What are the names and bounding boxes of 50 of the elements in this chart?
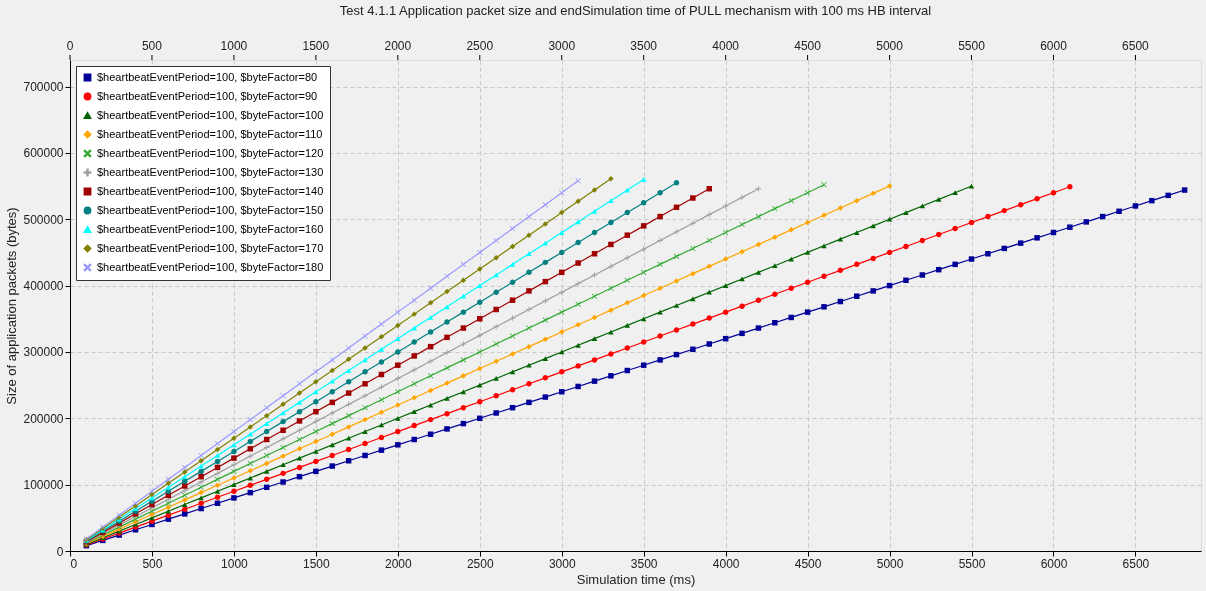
y-tick-label: 500000 (23, 212, 64, 227)
y-tick-label: 200000 (23, 411, 64, 426)
legend-label: $heartbeatEventPeriod=100, $byteFactor=90 (97, 89, 318, 102)
x2-tick-label: 6500 (1122, 556, 1150, 571)
legend-label: $heartbeatEventPeriod=100, $byteFactor=150 (97, 203, 324, 216)
x-tick-label: 5500 (958, 39, 986, 53)
x2-tick-label: 1500 (303, 556, 331, 571)
legend-label: $heartbeatEventPeriod=100, $byteFactor=100 (97, 108, 324, 121)
x2-tick-label: 4000 (712, 556, 740, 571)
legend-label: $heartbeatEventPeriod=100, $byteFactor=130 (97, 165, 324, 178)
x2-tick-label: 2500 (466, 556, 494, 571)
x-axis-title: Simulation time (ms) (576, 571, 696, 587)
legend-label: $heartbeatEventPeriod=100, $byteFactor=120 (97, 146, 324, 159)
x-tick-label: 0 (66, 39, 74, 53)
legend-label: $heartbeatEventPeriod=100, $byteFactor=80 (97, 70, 318, 83)
x2-tick-label: 5000 (876, 556, 904, 571)
legend-label: $heartbeatEventPeriod=100, $byteFactor=170 (97, 241, 324, 254)
y-tick-label: 100000 (23, 478, 64, 493)
y-axis-title: Size of application packets (bytes) (4, 207, 20, 405)
legend-label: $heartbeatEventPeriod=100, $byteFactor=160 (97, 222, 324, 235)
x2-tick-label: 5500 (958, 556, 986, 571)
x-tick-label: 4000 (712, 39, 740, 53)
x2-tick-label: 2000 (384, 556, 412, 571)
legend-label: $heartbeatEventPeriod=100, $byteFactor=140 (97, 184, 324, 197)
x2-tick-label: 3000 (548, 556, 576, 571)
x-tick-label: 2500 (466, 39, 494, 53)
x-tick-label: 6000 (1040, 39, 1068, 53)
y-tick-label: 600000 (23, 146, 64, 161)
y-tick-label: 300000 (23, 345, 64, 360)
chart-title: Test 4.1.1 Application packet size and endSimulation time of PULL mechanism with 100 ms HB interval (339, 3, 932, 18)
y-tick-label: 0 (56, 544, 64, 559)
x2-tick-label: 6000 (1040, 556, 1068, 571)
x-tick-label: 3500 (630, 39, 658, 53)
x-tick-label: 1500 (302, 39, 330, 53)
x-tick-label: 2000 (384, 39, 412, 53)
legend-label: $heartbeatEventPeriod=100, $byteFactor=180 (97, 260, 324, 273)
y-tick-label: 400000 (23, 279, 64, 294)
x2-tick-label: 500 (142, 556, 163, 571)
x-tick-label: 3000 (548, 39, 576, 53)
x-tick-label: 500 (141, 39, 163, 53)
x2-tick-label: 3500 (630, 556, 658, 571)
x2-tick-label: 4500 (794, 556, 822, 571)
x-tick-label: 1000 (220, 39, 248, 53)
x2-tick-label: 1000 (221, 556, 249, 571)
x-tick-label: 5000 (876, 39, 904, 53)
y-tick-label: 700000 (23, 80, 64, 95)
x-tick-label: 6500 (1122, 39, 1150, 53)
x-tick-label: 4500 (794, 39, 822, 53)
legend-label: $heartbeatEventPeriod=100, $byteFactor=110 (97, 127, 323, 140)
x2-tick-label: 0 (70, 556, 78, 571)
